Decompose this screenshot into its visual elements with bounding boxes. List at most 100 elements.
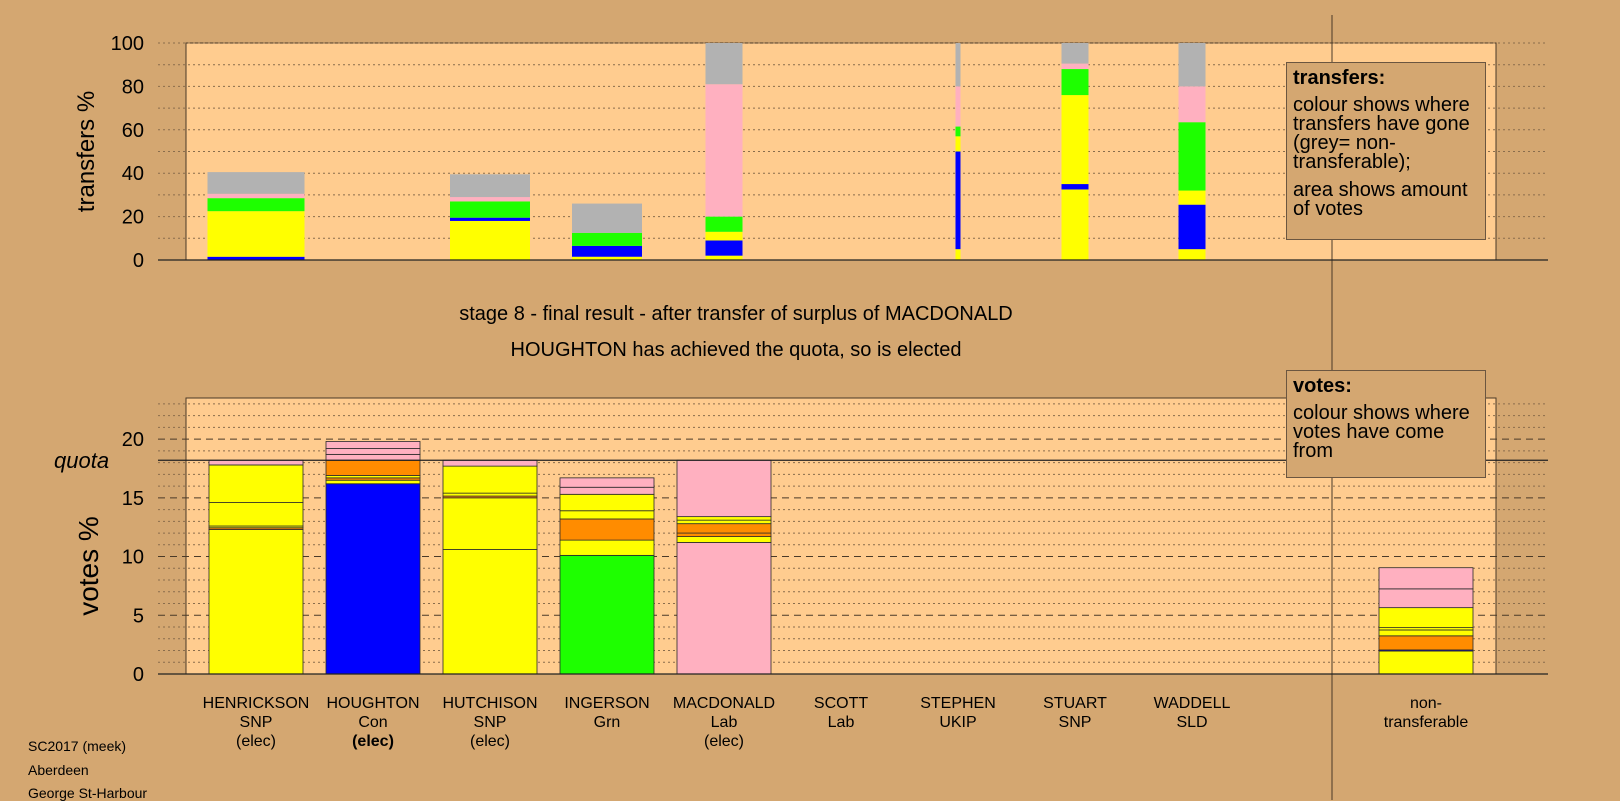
quota-label: quota xyxy=(54,448,109,473)
transfer-segment xyxy=(450,197,530,202)
vote-segment xyxy=(559,486,655,495)
status-text: HOUGHTON has achieved the quota, so is e… xyxy=(511,339,962,361)
transfers-legend-text: colour shows where transfers have gone (… xyxy=(1293,94,1470,173)
vote-segment xyxy=(325,483,421,675)
transfer-segment xyxy=(572,203,642,233)
votes-tick-label: 0 xyxy=(133,664,144,686)
transfer-segment xyxy=(207,256,305,260)
transfers-legend-title: transfers: xyxy=(1293,67,1386,89)
votes-tick-label: 10 xyxy=(122,547,144,569)
transfers-legend: transfers: colour shows where transfers … xyxy=(1286,62,1486,240)
transfer-segment xyxy=(450,217,530,221)
candidate-name: HUTCHISON xyxy=(442,695,537,712)
vote-segment xyxy=(442,549,538,675)
transfer-segment xyxy=(955,249,961,260)
transfer-segment xyxy=(1178,249,1206,260)
candidate-label-stephen: STEPHEN UKIP xyxy=(920,695,996,731)
transfer-segment xyxy=(572,245,642,257)
transfer-segment xyxy=(1178,190,1206,205)
vote-segment xyxy=(208,464,304,503)
votes-tick-label: 5 xyxy=(133,605,144,627)
vote-segment xyxy=(1378,607,1474,629)
vote-segment xyxy=(325,448,421,455)
transfers-tick-label: 100 xyxy=(111,33,144,55)
vote-segment xyxy=(1378,588,1474,609)
transfer-segment xyxy=(1061,69,1089,96)
candidate-party: Con xyxy=(358,714,387,731)
candidate-name: WADDELL xyxy=(1154,695,1231,712)
transfer-segment xyxy=(207,211,305,257)
candidate-status: (elec) xyxy=(470,733,510,750)
vote-segment xyxy=(1378,629,1474,637)
transfer-segment xyxy=(955,126,961,137)
transfer-segment xyxy=(207,172,305,194)
transfer-segment xyxy=(1061,43,1089,64)
stage-title: stage 8 - final result - after transfer … xyxy=(459,303,1013,325)
candidate-party: Grn xyxy=(594,714,621,731)
votes-tick-label: 20 xyxy=(122,429,144,451)
transfer-bar-ingerson xyxy=(572,203,642,260)
vote-segment xyxy=(559,493,655,512)
transfer-segment xyxy=(572,232,642,246)
vote-segment xyxy=(676,542,772,675)
votes-bars xyxy=(208,441,1474,675)
vote-segment xyxy=(676,519,772,525)
candidate-name: SCOTT xyxy=(814,695,868,712)
candidate-label-ingerson: INGERSON Grn xyxy=(564,695,649,731)
candidate-label-waddell: WADDELL SLD xyxy=(1154,695,1231,731)
transfers-tick-label: 40 xyxy=(122,163,144,185)
transfer-segment xyxy=(955,151,961,250)
candidate-status: (elec) xyxy=(352,733,394,750)
transfer-segment xyxy=(450,220,530,260)
transfers-bars xyxy=(207,43,1206,260)
candidate-party: SNP xyxy=(240,714,273,731)
candidate-party: UKIP xyxy=(939,714,976,731)
vote-segment xyxy=(559,477,655,488)
vote-segment xyxy=(208,459,304,466)
transfer-bar-hutchison xyxy=(450,174,530,260)
candidate-label-stuart: STUART SNP xyxy=(1043,695,1107,731)
vote-segment xyxy=(325,453,421,461)
transfer-segment xyxy=(705,240,743,256)
transfer-segment xyxy=(955,86,961,127)
vote-segment xyxy=(676,516,772,521)
candidate-party: Lab xyxy=(828,714,855,731)
transfer-bar-stephen xyxy=(955,43,961,260)
vote-segment xyxy=(208,529,304,675)
vote-segment xyxy=(676,536,772,543)
labels: 0 20 40 60 80 100 0 5 10 15 20 transfers % votes % qu… xyxy=(54,33,1468,750)
candidate-label-hutchison: HUTCHISON SNP (elec) xyxy=(442,695,537,750)
footer-council: Aberdeen xyxy=(28,762,89,778)
candidate-name: MACDONALD xyxy=(673,695,775,712)
transfer-bar-stuart xyxy=(1061,43,1089,260)
transfer-segment xyxy=(450,201,530,218)
transfer-segment xyxy=(705,84,743,217)
transfers-tick-label: 60 xyxy=(122,120,144,142)
transfer-segment xyxy=(1061,184,1089,190)
transfers-grid xyxy=(158,42,1548,261)
vote-segment xyxy=(559,518,655,541)
candidate-party: SLD xyxy=(1176,714,1207,731)
vote-bar-nontransferable xyxy=(1378,567,1474,675)
votes-legend: votes: colour shows where votes have com… xyxy=(1286,370,1486,478)
transfers-tick-label: 0 xyxy=(133,250,144,272)
candidate-label-macdonald: MACDONALD Lab (elec) xyxy=(673,695,775,750)
candidate-label-houghton: HOUGHTON Con (elec) xyxy=(326,695,419,750)
candidate-status: (elec) xyxy=(236,733,276,750)
transfer-segment xyxy=(1061,95,1089,185)
candidate-name: STEPHEN xyxy=(920,695,996,712)
vote-segment xyxy=(442,465,538,494)
vote-bar-macdonald xyxy=(676,459,772,675)
candidate-party: Lab xyxy=(711,714,738,731)
transfer-segment xyxy=(572,256,642,260)
candidate-name: HOUGHTON xyxy=(326,695,419,712)
vote-bar-henrickson xyxy=(208,459,304,675)
footer-ward: George St-Harbour xyxy=(28,785,148,801)
transfer-segment xyxy=(705,216,743,232)
transfer-bar-macdonald xyxy=(705,43,743,260)
vote-segment xyxy=(442,492,538,497)
transfer-segment xyxy=(1061,189,1089,260)
transfer-segment xyxy=(1178,204,1206,250)
vote-segment xyxy=(208,502,304,527)
vote-segment xyxy=(325,459,421,476)
